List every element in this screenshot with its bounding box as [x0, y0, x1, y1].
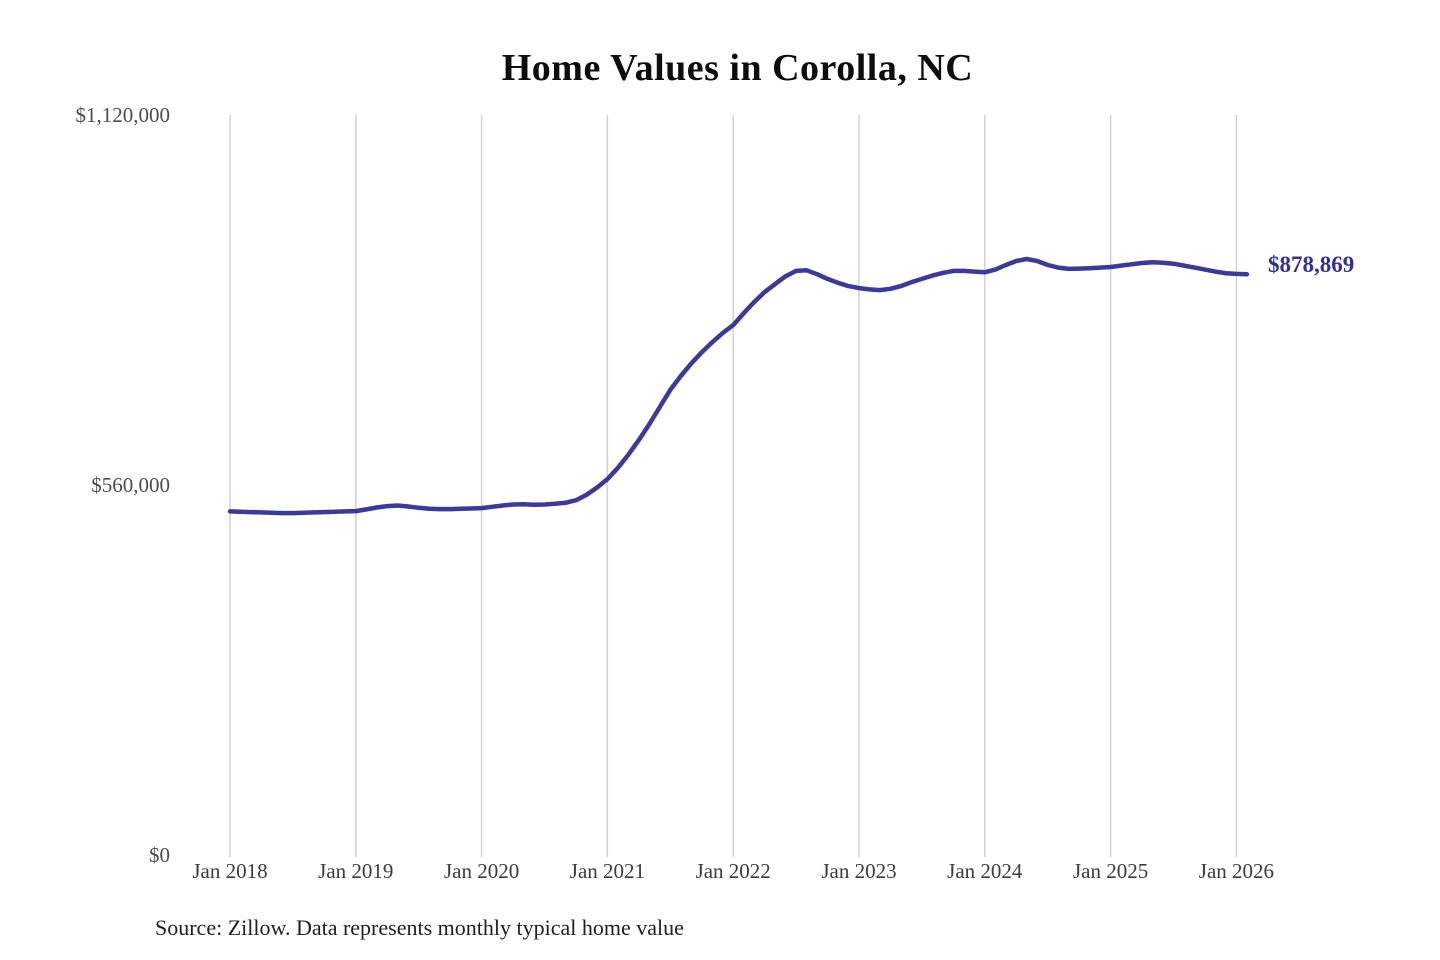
x-axis-label: Jan 2020	[443, 859, 520, 883]
x-axis-label: Jan 2026	[1198, 859, 1275, 883]
y-axis-label: $0	[149, 843, 170, 867]
y-axis-label: $560,000	[91, 473, 170, 497]
x-axis-label: Jan 2022	[695, 859, 771, 883]
chart-title: Home Values in Corolla, NC	[501, 47, 974, 89]
x-axis-label: Jan 2023	[821, 859, 897, 883]
source-note: Source: Zillow. Data represents monthly …	[155, 915, 684, 940]
x-axis-label: Jan 2021	[569, 859, 646, 883]
x-axis-label: Jan 2018	[192, 859, 268, 883]
x-axis-label: Jan 2019	[318, 859, 394, 883]
x-axis-label: Jan 2024	[947, 859, 1023, 883]
y-axis-label: $1,120,000	[75, 103, 171, 127]
latest-value-label: $878,869	[1268, 252, 1355, 277]
home-value-line	[227, 256, 1250, 516]
x-axis-label: Jan 2025	[1072, 859, 1149, 883]
